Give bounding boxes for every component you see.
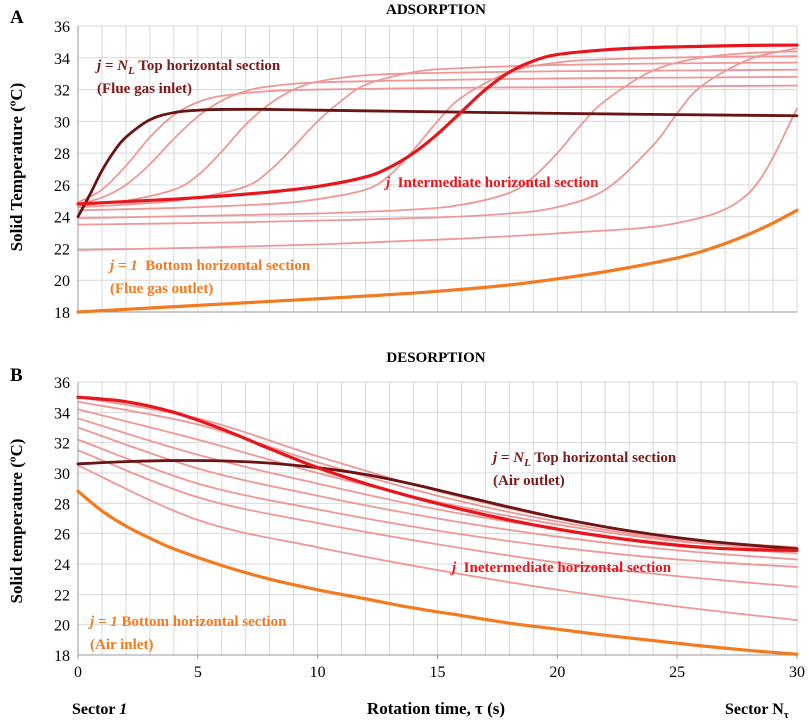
y-axis-label-a: Solid Temperature (ºC) [7, 83, 26, 252]
x-ticks-b: 0 5 10 15 20 25 30 [74, 655, 805, 681]
series-line-b-section-5 [77, 426, 798, 561]
y-tick-label: 22 [54, 587, 70, 604]
y-tick-label: 30 [54, 114, 70, 131]
annotation-top-a: j = NL Top horizontal section [95, 58, 281, 77]
series-line-a-j-1-bottom-flue-gas-outlet [76, 208, 799, 314]
panel-letter-a: A [10, 7, 24, 28]
y-tick-label: 18 [54, 305, 70, 322]
sector-n-label: Sector Nτ [725, 701, 789, 721]
series-line-b-j-intermediate [76, 395, 799, 552]
sector-1-label: Sector 1 [72, 701, 127, 718]
annotation-top-b-line2: (Air outlet) [493, 473, 565, 489]
y-tick-label: 26 [54, 527, 70, 544]
series-line-a-section-4 [77, 50, 798, 220]
series-group-b [76, 395, 799, 656]
panel-a: A ADSORPTION 18 20 22 24 26 28 30 32 34 36 Solid … [7, 2, 799, 322]
y-tick-label: 32 [54, 436, 70, 453]
y-tick-label: 20 [54, 273, 70, 290]
series-line-b-section-3 [77, 449, 798, 588]
chart-title-a: ADSORPTION [386, 2, 486, 18]
x-tick-label: 20 [549, 664, 565, 681]
gridlines-a [77, 25, 798, 313]
series-line-a-section-9 [77, 84, 798, 204]
y-tick-label: 24 [54, 557, 70, 574]
y-tick-label: 28 [54, 496, 70, 513]
chart-title-b: DESORPTION [386, 350, 485, 366]
series-line-b-j-nl-top-air-outlet [76, 459, 799, 551]
y-tick-label: 24 [54, 210, 70, 227]
y-axis-label-b: Solid temperature (ºC) [7, 439, 26, 604]
y-tick-label: 34 [54, 405, 70, 422]
series-line-b-section-2 [77, 464, 798, 622]
series-line-b-section-8 [77, 400, 798, 550]
series-group-a [76, 43, 799, 314]
y-tick-label: 36 [54, 375, 70, 392]
y-tick-label: 22 [54, 241, 70, 258]
panel-b: B DESORPTION 18 20 22 24 26 28 30 32 34 36 0 5 10 15… [7, 350, 805, 721]
y-tick-label: 30 [54, 466, 70, 483]
y-tick-label: 34 [54, 51, 70, 68]
annotation-bot-b: j = 1 Bottom horizontal section [88, 614, 287, 630]
series-line-a-j-intermediate [76, 43, 799, 206]
x-tick-label: 10 [310, 664, 326, 681]
series-line-b-section-4 [77, 438, 798, 568]
annotation-top-a-line2: (Flue gas inlet) [97, 81, 192, 97]
annotation-mid-a: j Intermediate horizontal section [384, 175, 599, 191]
x-axis-label-b: Rotation time, τ (s) [367, 699, 505, 718]
annotation-bot-b-line2: (Air inlet) [90, 637, 153, 653]
annotation-top-b: j = NL Top horizontal section [491, 450, 677, 469]
x-tick-label: 0 [74, 664, 82, 681]
series-line-a-section-2 [77, 107, 798, 251]
series-line-a-section-8 [77, 75, 798, 205]
x-tick-label: 25 [669, 664, 685, 681]
x-tick-label: 30 [789, 664, 805, 681]
series-line-b-section-7 [77, 408, 798, 552]
series-line-a-section-5 [77, 55, 798, 212]
x-tick-label: 15 [430, 664, 446, 681]
panel-letter-b: B [10, 365, 23, 386]
y-tick-label: 26 [54, 178, 70, 195]
y-ticks-b: 18 20 22 24 26 28 30 32 34 36 [54, 375, 70, 665]
series-line-a-j-nl-top-flue-gas-inlet [76, 107, 799, 219]
y-tick-label: 18 [54, 648, 70, 665]
x-tick-label: 5 [194, 664, 202, 681]
annotation-bot-a: j = 1 Bottom horizontal section [108, 258, 311, 274]
y-tick-label: 28 [54, 146, 70, 163]
y-tick-label: 20 [54, 618, 70, 635]
y-tick-label: 32 [54, 83, 70, 100]
annotation-mid-b: j Inetermediate horizontal section [450, 560, 672, 576]
y-ticks-a: 18 20 22 24 26 28 30 32 34 36 [54, 19, 70, 322]
annotation-bot-a-line2: (Flue gas outlet) [110, 281, 213, 297]
series-line-b-j-1-bottom-air-inlet [76, 489, 799, 656]
y-tick-label: 36 [54, 19, 70, 36]
